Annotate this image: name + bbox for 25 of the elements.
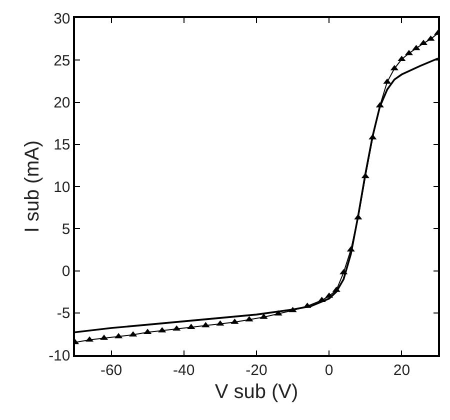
point <box>129 331 138 337</box>
x-tick-label: -40 <box>173 362 195 379</box>
point <box>172 325 181 331</box>
y-tick-label: 0 <box>62 263 70 280</box>
y-tick-label: 20 <box>54 94 70 112</box>
y-tick-label: 30 <box>54 10 70 28</box>
point <box>404 50 413 56</box>
y-tick-label: -5 <box>56 305 70 322</box>
y-tick-label: -10 <box>48 347 70 364</box>
x-axis-title: V sub (V) <box>214 380 298 403</box>
y-tick-label: 15 <box>54 136 70 154</box>
point <box>398 56 406 62</box>
point <box>412 44 420 50</box>
x-tick-label: 0 <box>324 362 334 379</box>
y-tick-label: 5 <box>62 220 70 238</box>
point <box>114 332 123 338</box>
point <box>216 320 224 326</box>
point <box>340 268 348 274</box>
point <box>288 306 297 312</box>
x-tick-label: 20 <box>393 362 410 379</box>
y-tick-label: 10 <box>54 178 70 196</box>
y-axis-title: I sub (mA) <box>22 140 44 233</box>
x-tick-label: -20 <box>246 362 268 379</box>
x-tick-label: -60 <box>100 362 122 379</box>
y-tick-label: 25 <box>54 52 70 70</box>
